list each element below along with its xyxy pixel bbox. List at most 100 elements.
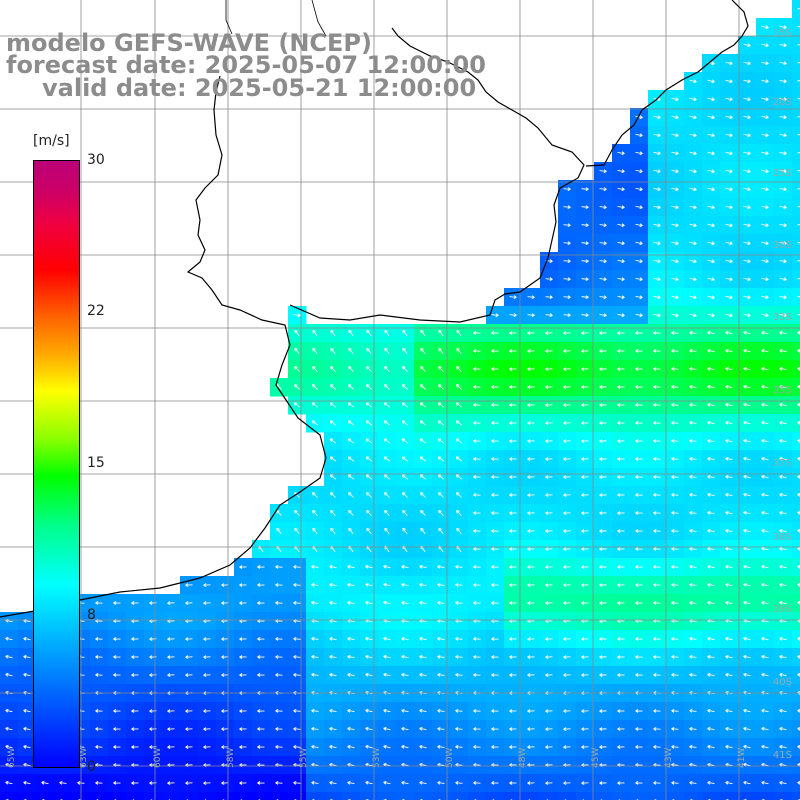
- wind-arrow: [743, 223, 751, 228]
- longitude-label: 55W: [299, 748, 309, 768]
- wind-arrow: [563, 565, 571, 570]
- wind-arrow: [743, 43, 751, 48]
- wind-arrow: [725, 115, 733, 120]
- wind-cell: [792, 450, 800, 469]
- wind-arrow: [311, 600, 319, 605]
- wind-arrow: [347, 438, 355, 444]
- wind-arrow: [707, 564, 715, 569]
- wind-arrow: [779, 600, 787, 605]
- wind-cell: [792, 414, 800, 433]
- wind-arrow: [671, 780, 679, 785]
- wind-arrow: [635, 601, 643, 605]
- wind-arrow: [761, 115, 769, 120]
- wind-arrow: [581, 475, 589, 479]
- wind-arrow: [384, 366, 390, 372]
- wind-cell: [144, 792, 163, 800]
- wind-arrow: [491, 547, 499, 551]
- wind-arrow: [491, 511, 499, 515]
- wind-arrow: [347, 582, 355, 587]
- wind-arrow: [491, 655, 499, 659]
- wind-arrow: [689, 384, 697, 389]
- wind-arrow: [383, 780, 391, 785]
- wind-arrow: [797, 62, 800, 64]
- wind-arrow: [671, 420, 679, 425]
- wind-arrow: [401, 420, 409, 426]
- wind-arrow: [743, 115, 751, 120]
- wind-arrow: [473, 547, 481, 551]
- wind-arrow: [329, 420, 337, 426]
- wind-arrow: [671, 366, 679, 371]
- wind-arrow: [437, 384, 444, 390]
- wind-cell: [756, 792, 775, 800]
- wind-arrow: [527, 781, 535, 785]
- wind-arrow: [635, 511, 643, 515]
- wind-arrow: [437, 420, 445, 426]
- wind-arrow: [330, 492, 336, 498]
- wind-arrow: [563, 475, 571, 480]
- wind-arrow: [509, 313, 517, 318]
- wind-arrow: [797, 278, 800, 280]
- wind-arrow: [779, 43, 787, 48]
- wind-arrow: [779, 151, 787, 156]
- wind-arrow: [348, 366, 354, 372]
- wind-arrow: [689, 744, 697, 749]
- wind-arrow: [779, 708, 787, 713]
- wind-arrow: [312, 347, 318, 354]
- wind-arrow: [563, 583, 571, 588]
- wind-arrow: [509, 403, 517, 407]
- wind-cell: [792, 540, 800, 559]
- wind-arrow: [671, 133, 679, 138]
- wind-arrow: [239, 745, 247, 749]
- wind-arrow: [113, 673, 121, 677]
- wind-arrow: [95, 655, 103, 659]
- wind-arrow: [383, 654, 391, 659]
- wind-cell: [792, 486, 800, 505]
- wind-arrow: [185, 637, 193, 642]
- wind-arrow: [743, 546, 751, 551]
- wind-arrow: [653, 745, 661, 749]
- wind-arrow: [221, 655, 229, 659]
- wind-arrow: [293, 672, 301, 677]
- wind-arrow: [509, 493, 517, 497]
- wind-arrow: [743, 205, 751, 210]
- colorbar: [33, 160, 80, 768]
- wind-cell: [684, 792, 703, 800]
- wind-cell: [252, 792, 271, 800]
- wind-arrow: [581, 277, 589, 282]
- wind-arrow: [365, 438, 373, 444]
- wind-arrow: [635, 439, 643, 443]
- wind-arrow: [689, 600, 697, 605]
- wind-arrow: [491, 421, 499, 425]
- wind-cell: [792, 324, 800, 343]
- wind-arrow: [167, 781, 175, 785]
- wind-arrow: [347, 654, 355, 659]
- wind-arrow: [131, 745, 139, 749]
- wind-arrow: [599, 277, 607, 282]
- wind-arrow: [401, 600, 409, 605]
- wind-arrow: [743, 384, 751, 389]
- longitude-label: 48W: [518, 748, 528, 768]
- wind-cell: [792, 18, 800, 37]
- wind-cell: [360, 792, 379, 800]
- wind-arrow: [131, 727, 139, 731]
- wind-arrow: [329, 636, 337, 641]
- wind-cell: [792, 306, 800, 325]
- wind-arrow: [671, 474, 679, 479]
- wind-arrow: [635, 115, 643, 120]
- wind-arrow: [779, 295, 787, 300]
- wind-arrow: [257, 601, 265, 605]
- wind-arrow: [294, 329, 300, 337]
- wind-arrow: [707, 582, 715, 587]
- wind-arrow: [23, 726, 31, 731]
- longitude-label: 53W: [372, 748, 382, 768]
- wind-arrow: [527, 583, 535, 587]
- wind-arrow: [563, 349, 571, 354]
- wind-arrow: [599, 403, 607, 407]
- wind-arrow: [725, 295, 733, 300]
- wind-arrow: [743, 169, 751, 174]
- wind-arrow: [329, 456, 337, 462]
- wind-arrow: [707, 672, 715, 677]
- wind-arrow: [437, 564, 445, 569]
- wind-arrow: [653, 709, 661, 713]
- wind-arrow: [653, 565, 661, 569]
